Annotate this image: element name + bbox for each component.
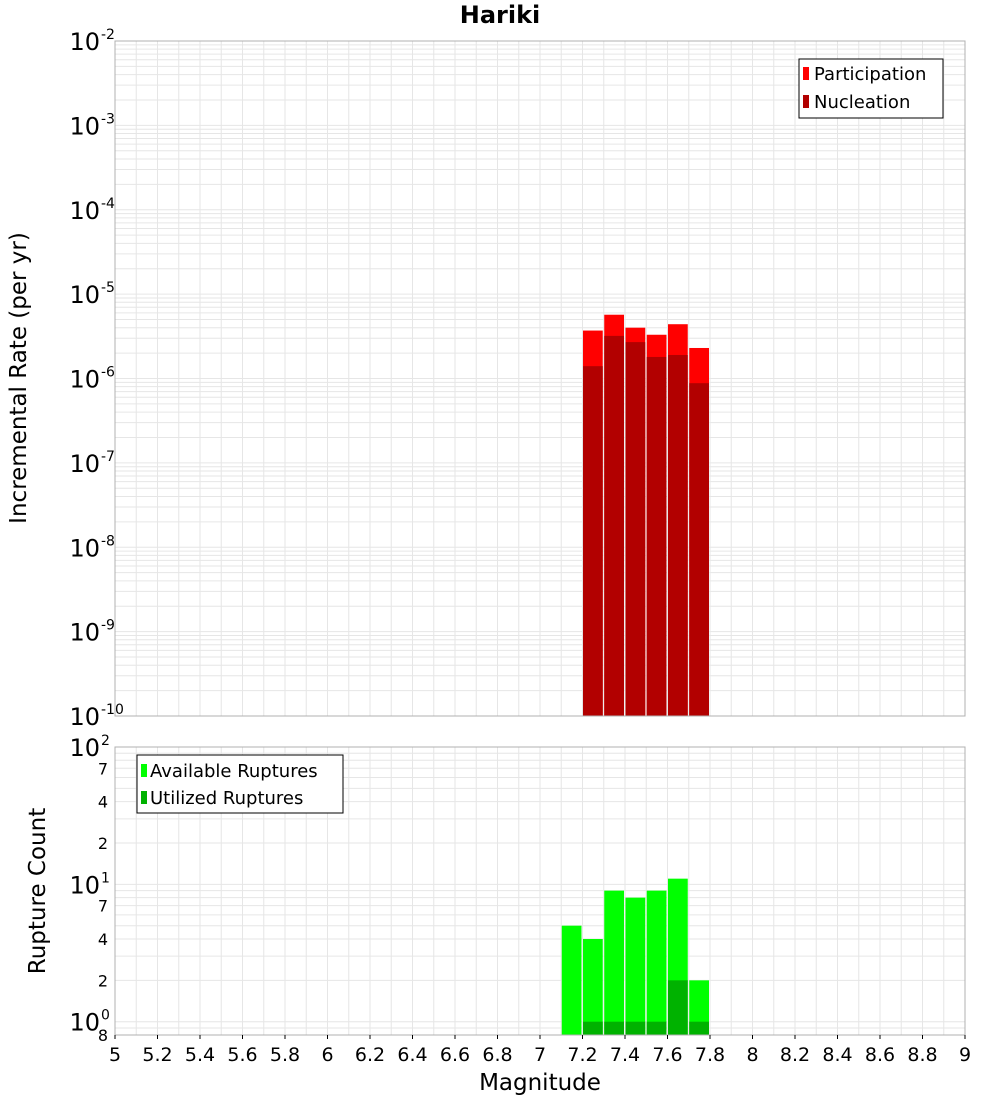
x-tick-label: 8.4	[822, 1044, 852, 1066]
y-tick-exponent: 2	[101, 733, 110, 749]
rate-y-axis-label: Incremental Rate (per yr)	[6, 232, 32, 524]
nucleation-legend-label: Nucleation	[814, 92, 910, 113]
count-panel-grid	[114, 746, 966, 1036]
rate-legend-box	[798, 58, 944, 119]
nucleation-bar	[668, 354, 688, 716]
y-tick-label: 10	[69, 619, 100, 647]
x-tick-label: 6.2	[355, 1044, 385, 1066]
x-tick-label: 5.6	[227, 1044, 257, 1066]
y-tick-exponent: -4	[101, 196, 115, 212]
y-tick-exponent: -3	[101, 111, 115, 127]
x-tick-label: 5.8	[270, 1044, 300, 1066]
y-tick-label: 10	[69, 871, 100, 899]
y-minor-tick-label: 7	[98, 759, 108, 778]
count-legend-box	[136, 754, 344, 814]
x-tick-label: 9	[959, 1044, 971, 1066]
y-tick-label: 10	[69, 703, 100, 731]
nucleation-bar	[689, 383, 709, 716]
x-axis-label: Magnitude	[479, 1070, 601, 1096]
y-minor-tick-label: 7	[98, 897, 108, 916]
nucleation-bar	[583, 366, 603, 716]
available-ruptures-bar	[561, 925, 582, 1035]
available-legend-label: Available Ruptures	[150, 761, 318, 782]
y-minor-tick-label: 2	[98, 971, 108, 990]
nucleation-bar	[604, 335, 624, 716]
y-tick-exponent: -8	[101, 533, 115, 549]
x-tick-label: 7.2	[567, 1044, 597, 1066]
y-tick-exponent: 0	[101, 1008, 110, 1024]
x-tick-label: 5.2	[142, 1044, 172, 1066]
utilized-legend-label: Utilized Ruptures	[150, 788, 303, 809]
count-y-axis-label: Rupture Count	[25, 808, 51, 974]
x-tick-label: 7.4	[610, 1044, 640, 1066]
y-minor-tick-label: 4	[98, 930, 108, 949]
x-tick-label: 8.2	[780, 1044, 810, 1066]
y-tick-exponent: -5	[101, 280, 115, 296]
y-tick-label: 10	[69, 28, 100, 56]
utilized-ruptures-bar	[646, 1021, 667, 1035]
rate-panel-grid	[114, 40, 966, 717]
participation-legend-swatch	[803, 67, 809, 80]
x-tick-label: 8.8	[907, 1044, 937, 1066]
x-tick-label: 7.8	[695, 1044, 725, 1066]
y-tick-label: 10	[69, 281, 100, 309]
y-tick-label: 10	[69, 534, 100, 562]
available-ruptures-bar	[625, 897, 646, 1035]
y-tick-label: 10	[69, 197, 100, 225]
y-tick-exponent: -2	[101, 27, 115, 43]
available-legend-swatch	[141, 764, 147, 777]
y-tick-exponent: -7	[101, 449, 115, 465]
available-ruptures-bar	[604, 890, 624, 1035]
nucleation-bar	[646, 356, 667, 716]
y-tick-exponent: -10	[101, 702, 124, 718]
x-tick-label: 7	[534, 1044, 546, 1066]
utilized-legend-swatch	[141, 791, 147, 804]
available-ruptures-bar	[689, 980, 709, 1035]
utilized-ruptures-bar	[604, 1021, 624, 1035]
rate-legend: Participation Nucleation	[798, 58, 944, 119]
rate-panel-frame	[114, 40, 966, 717]
count-legend: Available Ruptures Utilized Ruptures	[136, 754, 344, 814]
nucleation-bar	[625, 342, 646, 716]
x-tick-label: 5	[109, 1044, 121, 1066]
y-tick-exponent: 1	[101, 870, 110, 886]
y-minor-tick-label: 4	[98, 793, 108, 812]
utilized-ruptures-bar	[668, 980, 688, 1035]
utilized-ruptures-bar	[689, 1021, 709, 1035]
x-tick-label: 6.6	[440, 1044, 470, 1066]
chart-title: Hariki	[460, 1, 541, 29]
y-minor-tick-label: 8	[98, 1026, 108, 1045]
x-tick-label: 7.6	[652, 1044, 682, 1066]
count-panel-bars	[561, 878, 709, 1035]
y-tick-label: 10	[69, 366, 100, 394]
participation-legend-label: Participation	[814, 64, 926, 85]
y-tick-label: 10	[69, 112, 100, 140]
y-tick-label: 10	[69, 734, 100, 762]
y-minor-tick-label: 2	[98, 834, 108, 853]
x-tick-label: 8	[746, 1044, 758, 1066]
y-tick-label: 10	[69, 1009, 100, 1037]
magnitude-x-ticks: 5 5.2 5.4 5.6 5.8 6 6.2 6.4 6.6 6.8 7 7.2 7.4 7.6 7.8 8…	[109, 1035, 971, 1066]
available-ruptures-bar	[583, 939, 603, 1035]
x-tick-label: 8.6	[865, 1044, 895, 1066]
utilized-ruptures-bar	[625, 1021, 646, 1035]
x-tick-label: 6.4	[397, 1044, 427, 1066]
available-ruptures-bar	[646, 890, 667, 1035]
nucleation-legend-swatch	[803, 95, 809, 108]
x-tick-label: 6.8	[482, 1044, 512, 1066]
y-tick-exponent: -6	[101, 365, 115, 381]
rate-panel-bars	[583, 314, 709, 716]
utilized-ruptures-bar	[583, 1021, 603, 1035]
x-tick-label: 5.4	[185, 1044, 215, 1066]
y-tick-label: 10	[69, 450, 100, 478]
x-tick-label: 6	[321, 1044, 333, 1066]
y-tick-exponent: -9	[101, 618, 115, 634]
